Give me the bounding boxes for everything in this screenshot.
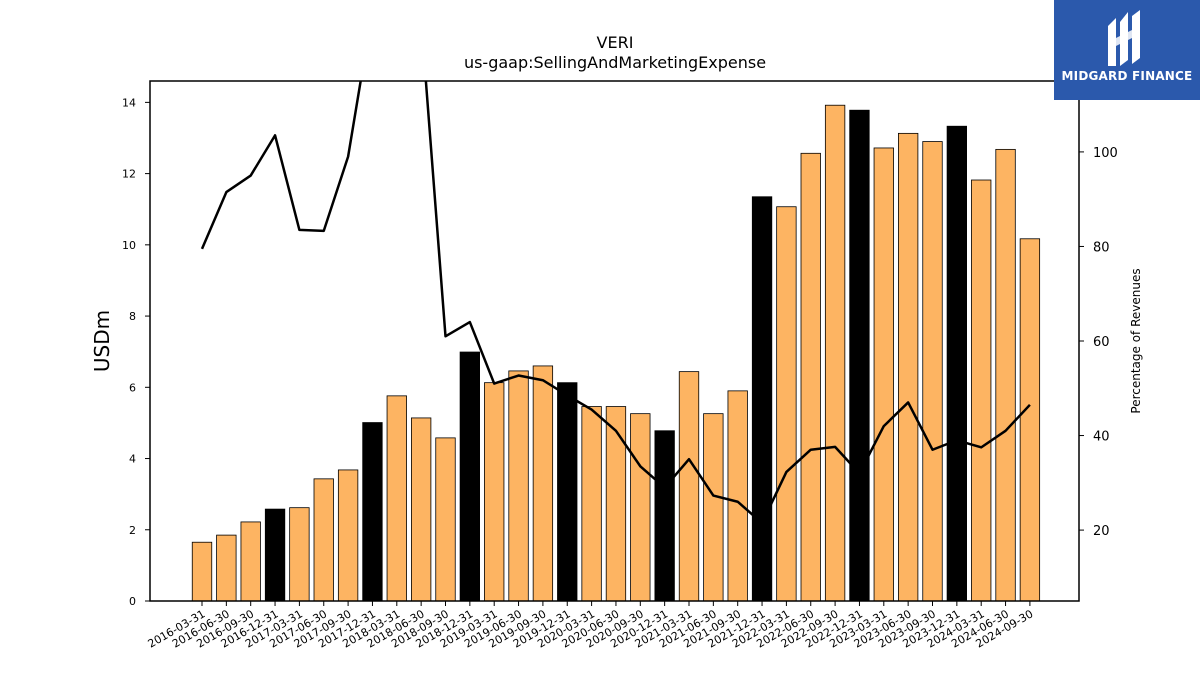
y-axis-label: USDm [90,310,114,372]
y-tick-label: 2 [129,524,136,537]
bar-2017-06-30 [313,478,334,602]
bar-2023-12-31 [946,125,967,602]
bar-2020-12-31 [654,430,675,602]
bar-2024-06-30 [995,148,1016,602]
y2-axis: 20 40 60 80 100 [1079,146,1118,539]
bar-2018-09-30 [435,437,456,602]
chart-subtitle: us-gaap:SellingAndMarketingExpense [464,53,766,72]
bar-2019-03-31 [484,382,505,602]
y-tick-label: 6 [129,381,136,394]
bar-2022-03-31 [776,206,797,602]
bar-2018-03-31 [386,395,407,602]
y-tick-label: 14 [122,96,136,109]
y2-tick-label: 40 [1093,430,1110,445]
bar-2022-06-30 [800,152,821,602]
bar-2019-06-30 [508,370,529,602]
logo-mark-icon [1108,10,1140,66]
logo-text: MIDGARD FINANCE [1061,69,1193,83]
y2-tick-label: 60 [1093,335,1110,350]
y2-tick-label: 20 [1093,524,1110,539]
y2-tick-label: 80 [1093,240,1110,255]
y-tick-label: 0 [129,595,136,608]
bar-2016-06-30 [216,534,237,602]
y2-tick-label: 100 [1093,146,1118,161]
bar-2017-03-31 [289,507,310,602]
bar-2018-06-30 [410,417,432,602]
x-axis: 2016-03-312016-06-302016-09-302016-12-31… [146,601,1035,651]
y-axis: 0 2 4 6 8 10 12 14 [122,96,150,608]
bar-2016-09-30 [240,521,261,602]
bar-2019-09-30 [532,365,554,602]
chart-title: VERI [597,33,634,52]
percentage-line [200,81,1031,525]
bar-2021-12-31 [751,196,773,602]
y-tick-label: 10 [122,239,136,252]
line-group [200,81,1031,525]
y2-axis-label: Percentage of Revenues [1129,268,1143,413]
bars-group [191,104,1041,602]
bar-2016-03-31 [191,541,213,602]
bar-2023-06-30 [898,132,919,602]
bar-2022-09-30 [824,104,846,602]
y-tick-label: 4 [129,453,136,466]
brand-logo: MIDGARD FINANCE [1054,0,1200,100]
bar-2017-09-30 [337,469,359,602]
bar-2018-12-31 [459,351,481,602]
bar-2020-03-31 [581,406,602,602]
bar-2021-09-30 [727,390,748,602]
bar-2019-12-31 [557,382,578,602]
y-tick-label: 8 [129,310,136,323]
bar-2024-03-31 [971,179,992,602]
bar-2023-09-30 [922,141,943,602]
bar-2024-09-30 [1019,238,1041,602]
bar-2020-09-30 [630,413,651,602]
bar-2017-12-31 [362,422,383,602]
bar-2023-03-31 [873,147,894,602]
bar-2021-03-31 [678,371,700,602]
y-tick-label: 12 [122,168,136,181]
bar-2021-06-30 [703,413,724,602]
bar-2022-12-31 [849,109,870,602]
bar-2020-06-30 [605,406,627,602]
bar-2016-12-31 [264,508,286,602]
